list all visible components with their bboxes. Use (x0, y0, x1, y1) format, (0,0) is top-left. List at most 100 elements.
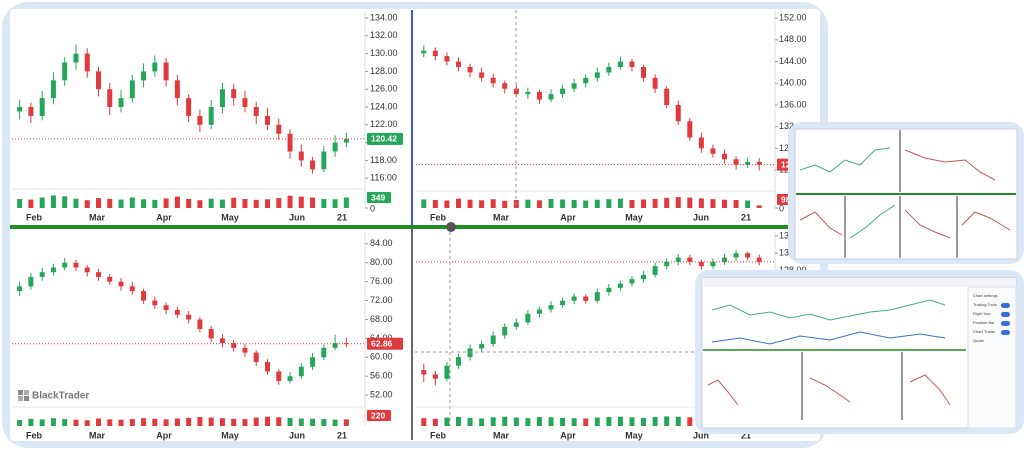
x-tick-label: Apr (560, 430, 576, 440)
volume-bar (421, 418, 427, 426)
y-tick-label: 60.00 (370, 352, 393, 362)
volume-bar (536, 417, 542, 426)
candle-body (698, 261, 704, 267)
volume-bar (50, 418, 56, 426)
volume-bar (62, 196, 68, 208)
candle-body (502, 326, 508, 336)
volume-bar (513, 417, 519, 426)
volume-bar (467, 417, 473, 426)
x-tick-label: May (221, 212, 239, 222)
volume-bar (197, 417, 203, 426)
volume-bar (687, 197, 693, 208)
candle-body (50, 267, 56, 273)
volume-bar (652, 198, 658, 208)
volume-bar (332, 199, 338, 208)
candle-body (332, 343, 338, 348)
candle-body (107, 276, 113, 282)
candle-body (455, 61, 461, 67)
volume-bar (675, 416, 681, 426)
candle-body (321, 347, 327, 358)
x-tick-label: Apr (156, 430, 172, 440)
y-tick-label: 144.00 (779, 56, 807, 66)
volume-bar (152, 418, 158, 426)
volume-bar (617, 416, 623, 426)
y-tick-label: 132.00 (370, 30, 398, 40)
drag-handle[interactable] (446, 222, 456, 232)
candle-body (265, 115, 270, 125)
candle-body (73, 262, 79, 268)
candle-body (536, 91, 542, 100)
volume-bar (276, 417, 282, 426)
candle-body (17, 107, 23, 112)
volume-bar (664, 416, 670, 426)
volume-bar (287, 195, 293, 208)
toggle[interactable] (1001, 321, 1010, 326)
sidebar-item: Trading Tools (973, 302, 997, 307)
volume-bar (174, 196, 180, 208)
y-tick-label: 122.00 (370, 119, 398, 129)
x-tick-label: 21 (741, 212, 751, 222)
volume-bar (73, 419, 79, 426)
y-tick-label: 56.00 (370, 371, 393, 381)
candle-body (152, 62, 158, 72)
volume-bar (231, 418, 237, 426)
toggle[interactable] (1001, 312, 1010, 317)
last-volume-tag (367, 410, 391, 421)
volume-bar (84, 420, 90, 426)
toggle[interactable] (1001, 303, 1010, 308)
candle-body (265, 362, 270, 372)
candle-body (548, 94, 554, 100)
volume-bar (343, 419, 349, 426)
y-tick-label: 116.00 (370, 173, 397, 183)
volume-bar (594, 199, 600, 208)
volume-bar (548, 198, 554, 208)
y-tick-label: 140.00 (779, 78, 807, 88)
volume-bar (560, 417, 566, 426)
candle-body (629, 61, 635, 67)
volume-bar (62, 419, 68, 426)
volume-bar (629, 417, 635, 426)
volume-bar (745, 200, 751, 208)
y-tick-label: 148.00 (779, 34, 807, 44)
sidebar-item: Chart Trader (973, 329, 996, 334)
candle-body (50, 80, 56, 99)
candle-body (174, 80, 180, 99)
volume-bar (536, 200, 542, 208)
volume-bar (583, 200, 589, 208)
volume-bar (664, 197, 670, 208)
candle-body (231, 89, 237, 99)
candle-body (560, 300, 566, 306)
candle-body (733, 253, 739, 258)
x-tick-label: May (221, 430, 239, 440)
volume-bar (594, 417, 600, 426)
volume-bar (321, 199, 327, 208)
x-tick-label: Mar (493, 430, 510, 440)
candle-body (444, 365, 450, 379)
toggle[interactable] (1001, 330, 1010, 335)
volume-bar (641, 417, 647, 426)
volume-bar (525, 418, 531, 426)
volume-bar (118, 419, 124, 426)
x-tick-label: Jun (693, 430, 709, 440)
candle-body (745, 161, 751, 165)
candle-body (594, 72, 600, 78)
candle-body (536, 309, 542, 314)
x-tick-label: Feb (26, 430, 43, 440)
candle-body (163, 305, 169, 311)
x-tick-label: May (625, 212, 643, 222)
candle-body (62, 62, 68, 81)
volume-bar (84, 200, 90, 208)
volume-bar (490, 199, 496, 208)
volume-bar (50, 195, 56, 208)
volume-tick-label: 0 (370, 203, 375, 213)
sidebar-item: Position Bar (973, 320, 995, 325)
volume-bar (298, 418, 304, 426)
candle-body (583, 77, 589, 84)
x-tick-label: Jun (289, 212, 305, 222)
candle-body (594, 292, 600, 301)
volume-bar (617, 198, 623, 208)
candle-body (242, 98, 248, 108)
last-volume-tag (367, 192, 391, 203)
volume-bar (455, 198, 461, 208)
candle-body (733, 159, 739, 165)
